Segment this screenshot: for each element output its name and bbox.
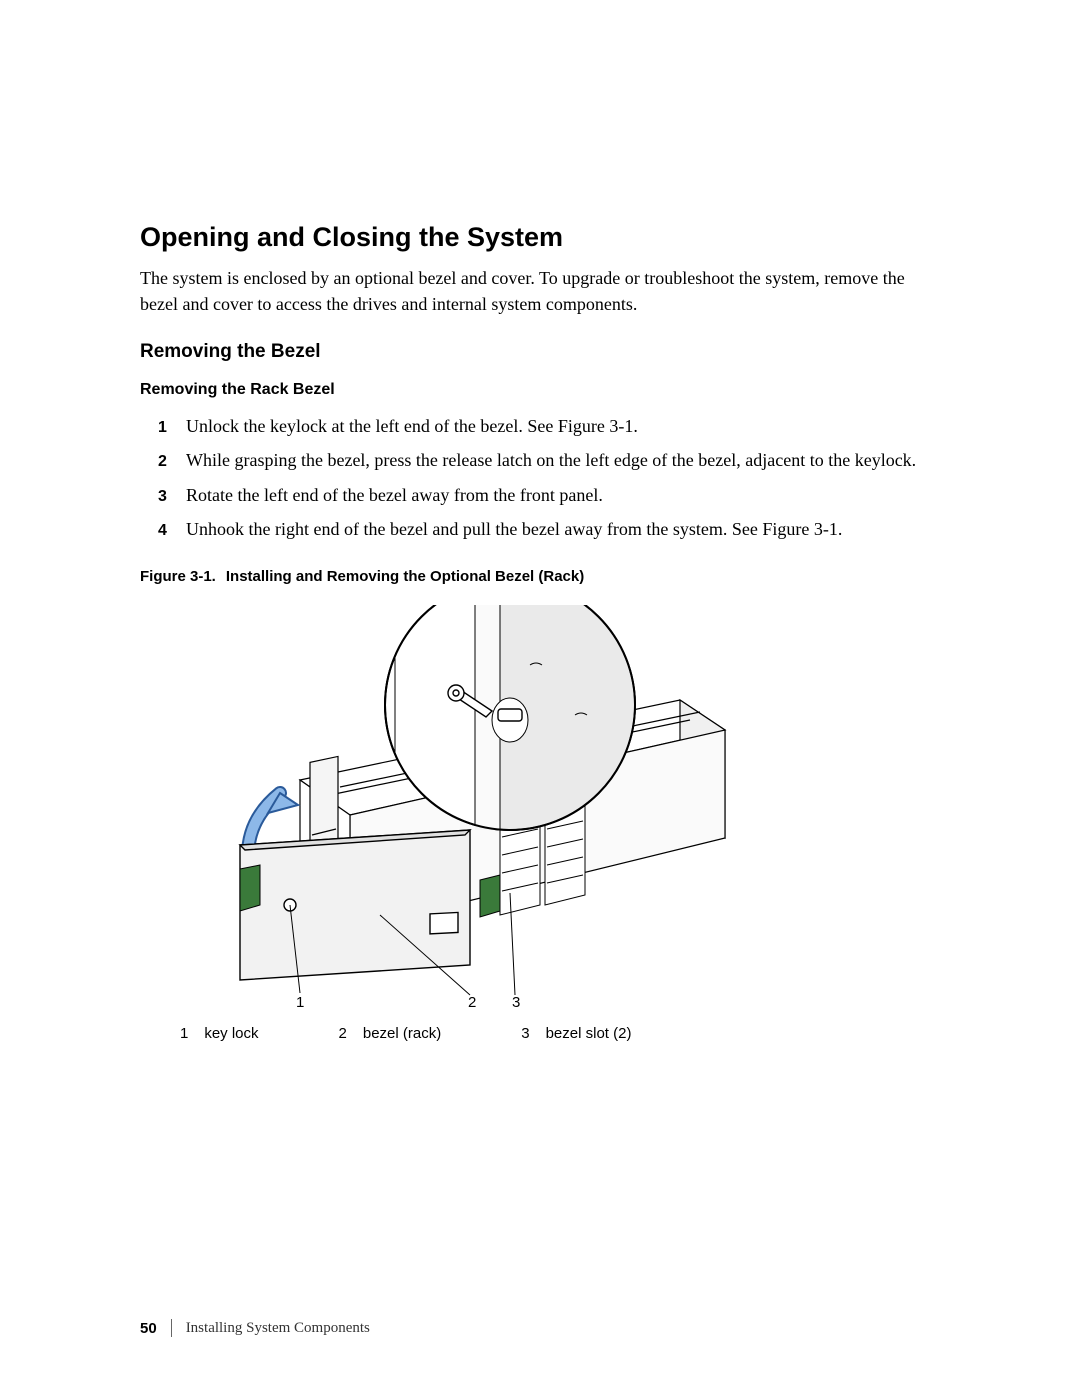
step-list: 1 Unlock the keylock at the left end of …: [158, 413, 940, 542]
figure-caption: Figure 3-1. Installing and Removing the O…: [140, 568, 940, 585]
legend-number: 3: [521, 1025, 529, 1042]
step-text: Unlock the keylock at the left end of th…: [186, 413, 638, 439]
legend-number: 1: [180, 1025, 188, 1042]
legend-label: bezel slot (2): [546, 1025, 632, 1042]
figure-legend: 1 key lock 2 bezel (rack) 3 bezel slot (…: [180, 1025, 940, 1042]
page-number: 50: [140, 1320, 157, 1337]
legend-item: 3 bezel slot (2): [521, 1025, 631, 1042]
callout-number: 3: [512, 994, 520, 1011]
legend-label: key lock: [204, 1025, 258, 1042]
step-text: Unhook the right end of the bezel and pu…: [186, 516, 842, 542]
figure-title: Installing and Removing the Optional Bez…: [226, 568, 584, 585]
step-number: 1: [158, 416, 172, 439]
subheading-removing-bezel: Removing the Bezel: [140, 341, 940, 363]
subheading-removing-rack-bezel: Removing the Rack Bezel: [140, 381, 940, 399]
footer-section-title: Installing System Components: [186, 1320, 370, 1337]
legend-item: 1 key lock: [180, 1025, 259, 1042]
step-item: 4 Unhook the right end of the bezel and …: [158, 516, 940, 542]
footer-divider-icon: [171, 1319, 172, 1337]
legend-number: 2: [339, 1025, 347, 1042]
callout-number: 2: [468, 994, 476, 1011]
step-text: Rotate the left end of the bezel away fr…: [186, 482, 603, 508]
callout-number: 1: [296, 994, 304, 1011]
step-item: 2 While grasping the bezel, press the re…: [158, 447, 940, 473]
page-footer: 50 Installing System Components: [140, 1319, 370, 1337]
bezel-panel-icon: [240, 830, 470, 980]
intro-paragraph: The system is enclosed by an optional be…: [140, 265, 940, 317]
step-number: 3: [158, 485, 172, 508]
figure-label: Figure 3-1.: [140, 568, 216, 585]
step-item: 3 Rotate the left end of the bezel away …: [158, 482, 940, 508]
figure-bezel-diagram: 1 2 3: [180, 605, 740, 1015]
step-text: While grasping the bezel, press the rele…: [186, 447, 916, 473]
step-number: 4: [158, 519, 172, 542]
step-number: 2: [158, 450, 172, 473]
legend-item: 2 bezel (rack): [339, 1025, 442, 1042]
step-item: 1 Unlock the keylock at the left end of …: [158, 413, 940, 439]
page-heading: Opening and Closing the System: [140, 222, 940, 253]
legend-label: bezel (rack): [363, 1025, 441, 1042]
